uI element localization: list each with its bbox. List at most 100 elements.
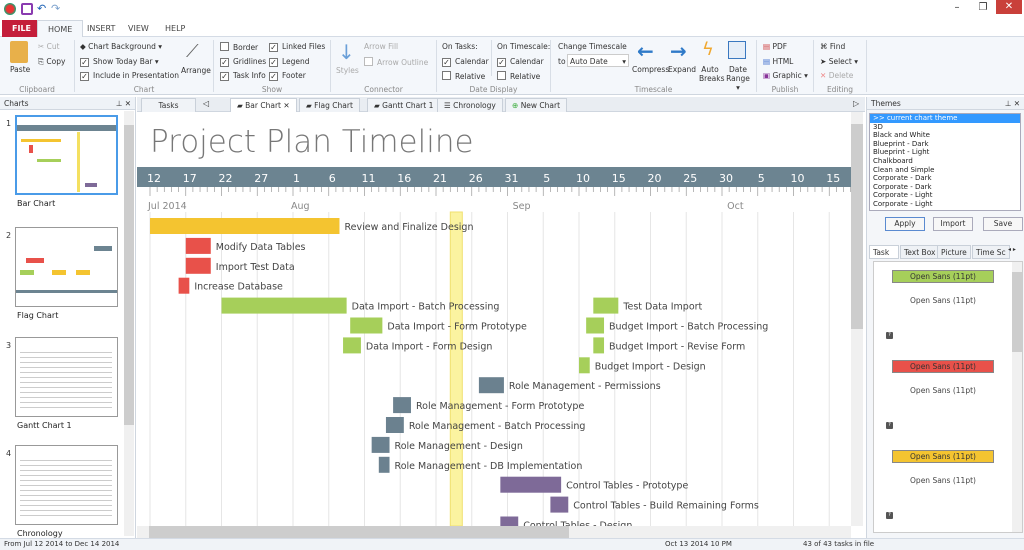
task-label[interactable]: Role Management - Design xyxy=(395,441,523,452)
task-styles-list[interactable]: Open Sans (11pt) Open Sans (11pt)? Open Sa… xyxy=(873,261,1023,533)
chart-title[interactable]: Project Plan Timeline xyxy=(150,124,474,160)
tab-flag-chart[interactable]: ▰ Flag Chart xyxy=(299,98,360,112)
task-label[interactable]: Modify Data Tables xyxy=(216,242,306,253)
task-bar[interactable] xyxy=(500,516,519,527)
task-style-swatch[interactable]: Open Sans (11pt) xyxy=(892,450,994,463)
tab-home[interactable]: HOME xyxy=(37,20,84,37)
tab-help[interactable]: HELP xyxy=(165,24,186,33)
pin-close-icons[interactable]: ⊥ ✕ xyxy=(115,99,131,108)
copy-button[interactable]: ⎘ Copy xyxy=(38,57,66,66)
tab-gantt-chart-1[interactable]: ▰ Gantt Chart 1 xyxy=(367,98,441,112)
task-bar[interactable] xyxy=(378,456,390,473)
style-tab-text-box[interactable]: Text Box xyxy=(900,245,940,259)
html-button[interactable]: ▤ HTML xyxy=(763,57,793,66)
theme-item[interactable]: Corporate - Dark xyxy=(873,182,932,191)
paste-button[interactable]: Paste xyxy=(10,65,31,74)
delete-button[interactable]: ✕ Delete xyxy=(820,71,853,80)
maximize-button[interactable]: ❐ xyxy=(978,2,988,13)
theme-item[interactable]: >> current chart theme xyxy=(870,114,1020,123)
tab-tasks[interactable]: Tasks xyxy=(141,98,196,112)
auto-breaks-button[interactable]: Auto Breaks xyxy=(699,65,725,83)
task-bar[interactable] xyxy=(500,476,562,493)
task-label[interactable]: Budget Import - Revise Form xyxy=(609,341,745,352)
theme-item[interactable]: Blueprint - Dark xyxy=(873,139,929,148)
tab-new-chart[interactable]: ⊕ New Chart xyxy=(505,98,568,112)
timeline-chart[interactable]: Project Plan Timeline 12 17 22 27 1 6 11 16 21 26… xyxy=(137,112,851,526)
chart-thumb-label[interactable]: Chronology xyxy=(17,529,63,538)
task-label[interactable]: Data Import - Form Design xyxy=(366,341,492,352)
task-label[interactable]: Role Management - Permissions xyxy=(509,381,661,392)
tab-view[interactable]: VIEW xyxy=(128,24,149,33)
chart-thumbnail[interactable] xyxy=(15,337,118,417)
task-bar[interactable] xyxy=(150,218,340,234)
task-info-checkbox[interactable]: ✓ Task Info xyxy=(220,71,266,81)
task-label[interactable]: Budget Import - Batch Processing xyxy=(609,322,768,333)
minimize-button[interactable]: – xyxy=(954,2,960,13)
select-button[interactable]: ➤ Select ▾ xyxy=(820,57,858,66)
timescale-calendar-checkbox[interactable]: ✓ Calendar xyxy=(497,57,544,67)
footer-checkbox[interactable]: ✓ Footer xyxy=(269,71,306,81)
tab-scroll-arrows[interactable]: ◂ ▸ xyxy=(1008,246,1016,253)
tasks-calendar-checkbox[interactable]: ✓ Calendar xyxy=(442,57,489,67)
task-label[interactable]: Data Import - Form Prototype xyxy=(387,322,527,333)
timescale-relative-checkbox[interactable]: Relative xyxy=(497,71,540,81)
themes-list[interactable]: >> current chart theme 3D Black and White B… xyxy=(869,113,1021,211)
help-icon[interactable]: ? xyxy=(886,422,893,429)
style-tab-picture[interactable]: Picture xyxy=(937,245,971,259)
theme-item[interactable]: 3D xyxy=(873,122,883,131)
vertical-scrollbar[interactable] xyxy=(851,112,863,526)
chart-thumb-label[interactable]: Flag Chart xyxy=(17,311,59,320)
theme-item[interactable]: Chalkboard xyxy=(873,156,913,165)
task-label[interactable]: Control Tables - Prototype xyxy=(566,481,688,492)
tab-chronology[interactable]: ☰ Chronology xyxy=(437,98,503,112)
task-label[interactable]: Control Tables - Build Remaining Forms xyxy=(573,501,759,512)
styles-scrollbar[interactable] xyxy=(1012,262,1022,532)
import-button[interactable]: Import xyxy=(933,217,973,231)
close-button[interactable]: ✕ xyxy=(996,0,1022,14)
task-bar[interactable] xyxy=(579,357,590,374)
save-button[interactable]: Save xyxy=(983,217,1023,231)
gridlines-checkbox[interactable]: ✓ Gridlines xyxy=(220,57,266,67)
arrange-button[interactable]: Arrange xyxy=(181,66,211,75)
task-bar[interactable] xyxy=(593,337,605,354)
theme-item[interactable]: Corporate - Light xyxy=(873,199,933,208)
task-label[interactable]: Increase Database xyxy=(194,282,283,293)
help-icon[interactable]: ? xyxy=(886,512,893,519)
pdf-button[interactable]: ▤ PDF xyxy=(763,42,787,51)
cut-button[interactable]: ✂ Cut xyxy=(38,42,60,51)
show-today-bar-toggle[interactable]: ✓ Show Today Bar ▾ xyxy=(80,57,159,67)
task-bar[interactable] xyxy=(593,297,619,314)
chart-thumbnail[interactable] xyxy=(15,445,118,525)
tasks-relative-checkbox[interactable]: Relative xyxy=(442,71,485,81)
tab-bar-chart[interactable]: ▰ Bar Chart ✕ xyxy=(230,98,297,112)
chart-thumbnail[interactable] xyxy=(15,227,118,307)
theme-item[interactable]: Black and White xyxy=(873,131,930,140)
theme-item[interactable]: Corporate - Dark xyxy=(873,174,932,183)
task-label[interactable]: Budget Import - Design xyxy=(595,361,706,372)
styles-button[interactable]: Styles xyxy=(336,66,359,75)
task-label[interactable]: Role Management - DB Implementation xyxy=(395,461,583,472)
arrow-outline-button[interactable]: Arrow Outline xyxy=(364,57,428,67)
scroll-right-icon[interactable]: ▷ xyxy=(853,99,860,108)
include-presentation-checkbox[interactable]: ✓ Include in Presentation xyxy=(80,71,179,81)
task-label[interactable]: Role Management - Form Prototype xyxy=(416,401,584,412)
save-icon[interactable] xyxy=(21,3,33,15)
redo-icon[interactable]: ↷ xyxy=(51,2,61,15)
task-bar[interactable] xyxy=(343,337,361,354)
task-label[interactable]: Test Data Import xyxy=(622,302,702,313)
undo-icon[interactable]: ↶ xyxy=(37,2,47,15)
find-button[interactable]: ⌘ Find xyxy=(820,42,845,51)
task-bar[interactable] xyxy=(586,317,605,334)
legend-checkbox[interactable]: ✓ Legend xyxy=(269,57,310,67)
apply-button[interactable]: Apply xyxy=(885,217,925,231)
task-bar[interactable] xyxy=(385,417,404,433)
task-label[interactable]: Data Import - Batch Processing xyxy=(352,302,500,313)
timescale-select[interactable]: Auto Date ▾ xyxy=(567,54,629,67)
chart-thumb-label[interactable]: Gantt Chart 1 xyxy=(17,421,72,430)
date-range-button[interactable]: Date Range ▾ xyxy=(726,65,750,92)
task-label[interactable]: Import Test Data xyxy=(216,262,295,273)
task-style-swatch[interactable]: Open Sans (11pt) xyxy=(892,270,994,283)
scroll-left-icon[interactable]: ◁ xyxy=(203,99,210,108)
linked-files-checkbox[interactable]: ✓ Linked Files xyxy=(269,42,325,52)
close-tab-icon[interactable]: ✕ xyxy=(283,101,290,110)
